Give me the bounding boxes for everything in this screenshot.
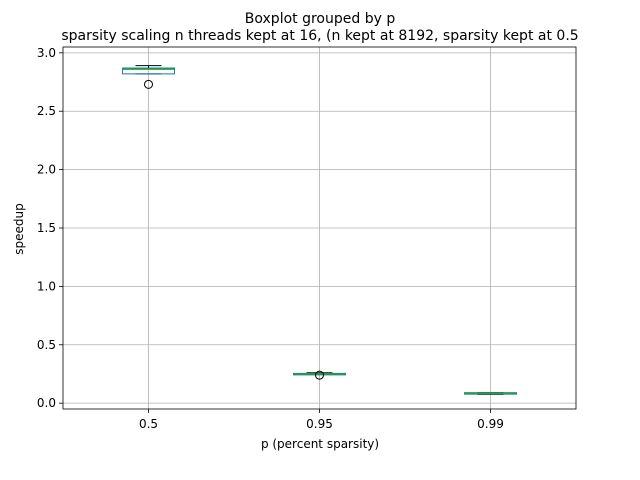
plot-area: 0.0 0.5 1.0 1.5 2.0 2.5 3.0 0.5 0.95 0.99 — [37, 46, 577, 431]
y-tick-label: 1.5 — [37, 221, 56, 235]
chart-suptitle: Boxplot grouped by p — [245, 11, 396, 27]
box-body — [122, 67, 175, 75]
chart-title: sparsity scaling n threads kept at 16, (… — [61, 28, 578, 44]
box-outlier — [315, 370, 324, 380]
box-outlier — [144, 79, 153, 89]
y-tick-label: 0.0 — [37, 396, 56, 410]
y-tick-label: 3.0 — [37, 46, 56, 60]
y-axis-label: speedup — [12, 203, 26, 254]
x-axis-label: p (percent sparsity) — [261, 437, 379, 451]
y-tick-label: 2.5 — [37, 104, 56, 118]
y-tick-label: 1.0 — [37, 279, 56, 293]
y-tick-label: 2.0 — [37, 163, 56, 177]
x-tick-label: 0.5 — [139, 417, 158, 431]
x-tick-label: 0.95 — [306, 417, 333, 431]
axes-frame — [62, 46, 577, 410]
y-tick-label: 0.5 — [37, 338, 56, 352]
x-tick-label: 0.99 — [477, 417, 504, 431]
